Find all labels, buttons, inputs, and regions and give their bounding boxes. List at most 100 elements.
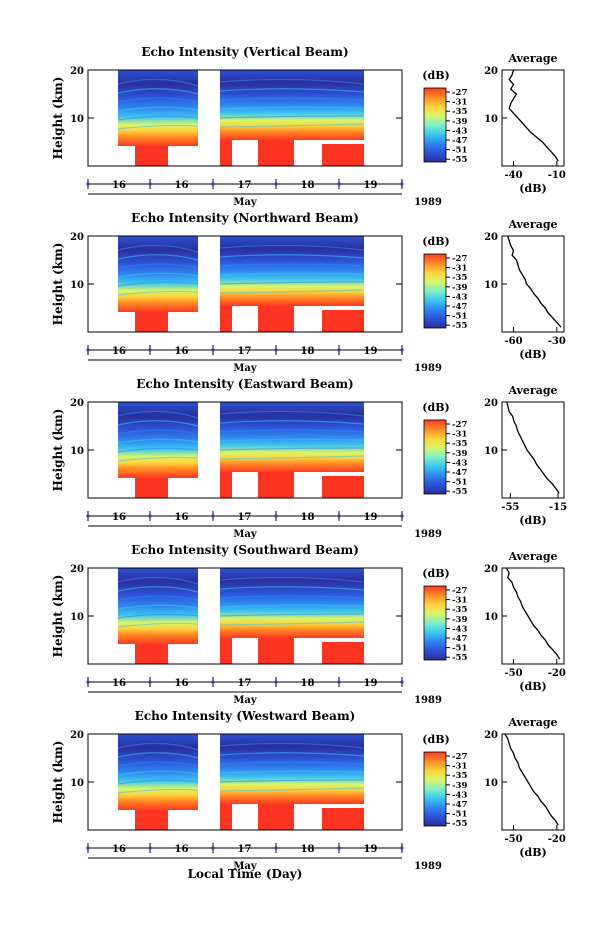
- heatmap-streak: [219, 621, 365, 626]
- x-tick-label: -55: [501, 502, 519, 513]
- x-tick-label: 19: [364, 844, 378, 855]
- colorbar-tick-label: -35: [452, 107, 467, 117]
- x-tick-label: 19: [364, 346, 378, 357]
- x-tick-label: -30: [548, 336, 566, 347]
- y-axis-label: Height (km): [51, 409, 65, 492]
- heatmap-streak: [117, 586, 199, 593]
- y-axis-label: Height (km): [51, 741, 65, 824]
- heatmap-segment: [258, 140, 294, 166]
- heatmap-streak: [117, 595, 199, 601]
- average-xlabel: (dB): [519, 514, 546, 527]
- colorbar: [423, 419, 447, 495]
- x-tick-label: -10: [548, 170, 566, 181]
- x-tick-label: 16: [112, 346, 126, 357]
- y-tick-label: 20: [484, 730, 498, 741]
- time-tick-marker: [337, 680, 341, 684]
- x-tick-label: 18: [301, 180, 315, 191]
- heatmap-streak: [219, 447, 365, 451]
- y-tick-label: 10: [484, 114, 498, 125]
- time-tick-marker: [211, 348, 215, 352]
- colorbar-tick-label: -51: [452, 146, 467, 156]
- x-tick-label: 19: [364, 180, 378, 191]
- time-tick-marker: [86, 514, 90, 518]
- average-title: Average: [507, 52, 557, 65]
- colorbar-tick-label: -55: [452, 487, 467, 497]
- y-tick-label: 10: [484, 446, 498, 457]
- heatmap-streak: [117, 115, 199, 121]
- x-tick-label: 16: [112, 844, 126, 855]
- heatmap-streak: [117, 779, 199, 785]
- time-tick-marker: [274, 846, 278, 850]
- y-tick-label: 10: [70, 612, 84, 623]
- average-title: Average: [507, 716, 557, 729]
- colorbar-tick-label: -27: [452, 254, 467, 264]
- colorbar-tick-label: -27: [452, 586, 467, 596]
- time-tick-marker: [274, 680, 278, 684]
- heatmap-streak: [117, 106, 199, 112]
- colorbar-tick-label: -55: [452, 155, 467, 165]
- colorbar-tick-label: -35: [452, 771, 467, 781]
- month-label: May: [233, 861, 258, 872]
- panels: Echo Intensity (Vertical Beam) Height (km…: [51, 45, 567, 872]
- time-tick-marker: [211, 680, 215, 684]
- heatmap-segment: [220, 140, 232, 166]
- x-tick-label: 16: [175, 512, 189, 523]
- colorbar-unit: (dB): [422, 567, 449, 580]
- time-tick-marker: [337, 846, 341, 850]
- heatmap-streak: [219, 613, 365, 617]
- average-profile-line: [507, 235, 562, 328]
- time-tick-marker: [400, 680, 404, 684]
- heatmap-streak: [117, 124, 199, 130]
- heatmap-segment: [322, 476, 364, 498]
- colorbar-tick-label: -39: [452, 283, 467, 293]
- heatmap-streak: [117, 752, 199, 759]
- heatmap-streak: [219, 779, 365, 783]
- heatmap-streak: [219, 586, 365, 591]
- y-tick-label: 10: [70, 778, 84, 789]
- colorbar-tick-label: -39: [452, 615, 467, 625]
- heatmap-streak: [219, 97, 365, 101]
- y-tick-label: 20: [484, 564, 498, 575]
- heatmap-streak: [117, 272, 199, 278]
- heatmap-streak: [219, 272, 365, 276]
- y-axis-label: Height (km): [51, 243, 65, 326]
- heatmap-streak: [219, 115, 365, 119]
- heatmap-segment: [135, 312, 168, 332]
- heatmap-segment: [135, 478, 168, 498]
- heatmap-streak: [219, 78, 365, 85]
- heatmap-streak: [117, 420, 199, 427]
- heatmap-segment: [135, 146, 168, 166]
- time-tick-marker: [148, 846, 152, 850]
- y-tick-label: 20: [484, 66, 498, 77]
- heatmap-streak: [117, 447, 199, 453]
- heatmap-streak: [219, 595, 365, 599]
- month-label: May: [233, 529, 258, 540]
- colorbar: [423, 585, 447, 661]
- time-tick-marker: [148, 348, 152, 352]
- colorbar-tick-label: -27: [452, 752, 467, 762]
- y-tick-label: 10: [484, 280, 498, 291]
- heatmap-segment: [322, 310, 364, 332]
- heatmap-segment: [258, 472, 294, 498]
- time-tick-marker: [274, 348, 278, 352]
- x-tick-label: -60: [504, 336, 522, 347]
- y-tick-label: 20: [70, 564, 84, 575]
- colorbar-tick-label: -43: [452, 292, 467, 302]
- panel-title: Echo Intensity (Eastward Beam): [136, 377, 353, 391]
- heatmap-streak: [117, 770, 199, 776]
- y-tick-label: 10: [70, 114, 84, 125]
- time-tick-marker: [86, 846, 90, 850]
- heatmap-segment: [220, 472, 232, 498]
- x-tick-label: 17: [238, 180, 252, 191]
- heatmap-streak: [117, 456, 199, 462]
- colorbar: [423, 253, 447, 329]
- heatmap-streak: [219, 455, 365, 460]
- panel-title: Echo Intensity (Southward Beam): [131, 543, 359, 557]
- year-label: 1989: [414, 197, 442, 208]
- y-tick-label: 20: [484, 232, 498, 243]
- time-tick-marker: [400, 846, 404, 850]
- average-profile-line: [505, 567, 561, 660]
- colorbar-tick-label: -51: [452, 478, 467, 488]
- panel-2: Echo Intensity (Northward Beam) Height (k…: [51, 211, 566, 374]
- heatmap-streak: [219, 770, 365, 774]
